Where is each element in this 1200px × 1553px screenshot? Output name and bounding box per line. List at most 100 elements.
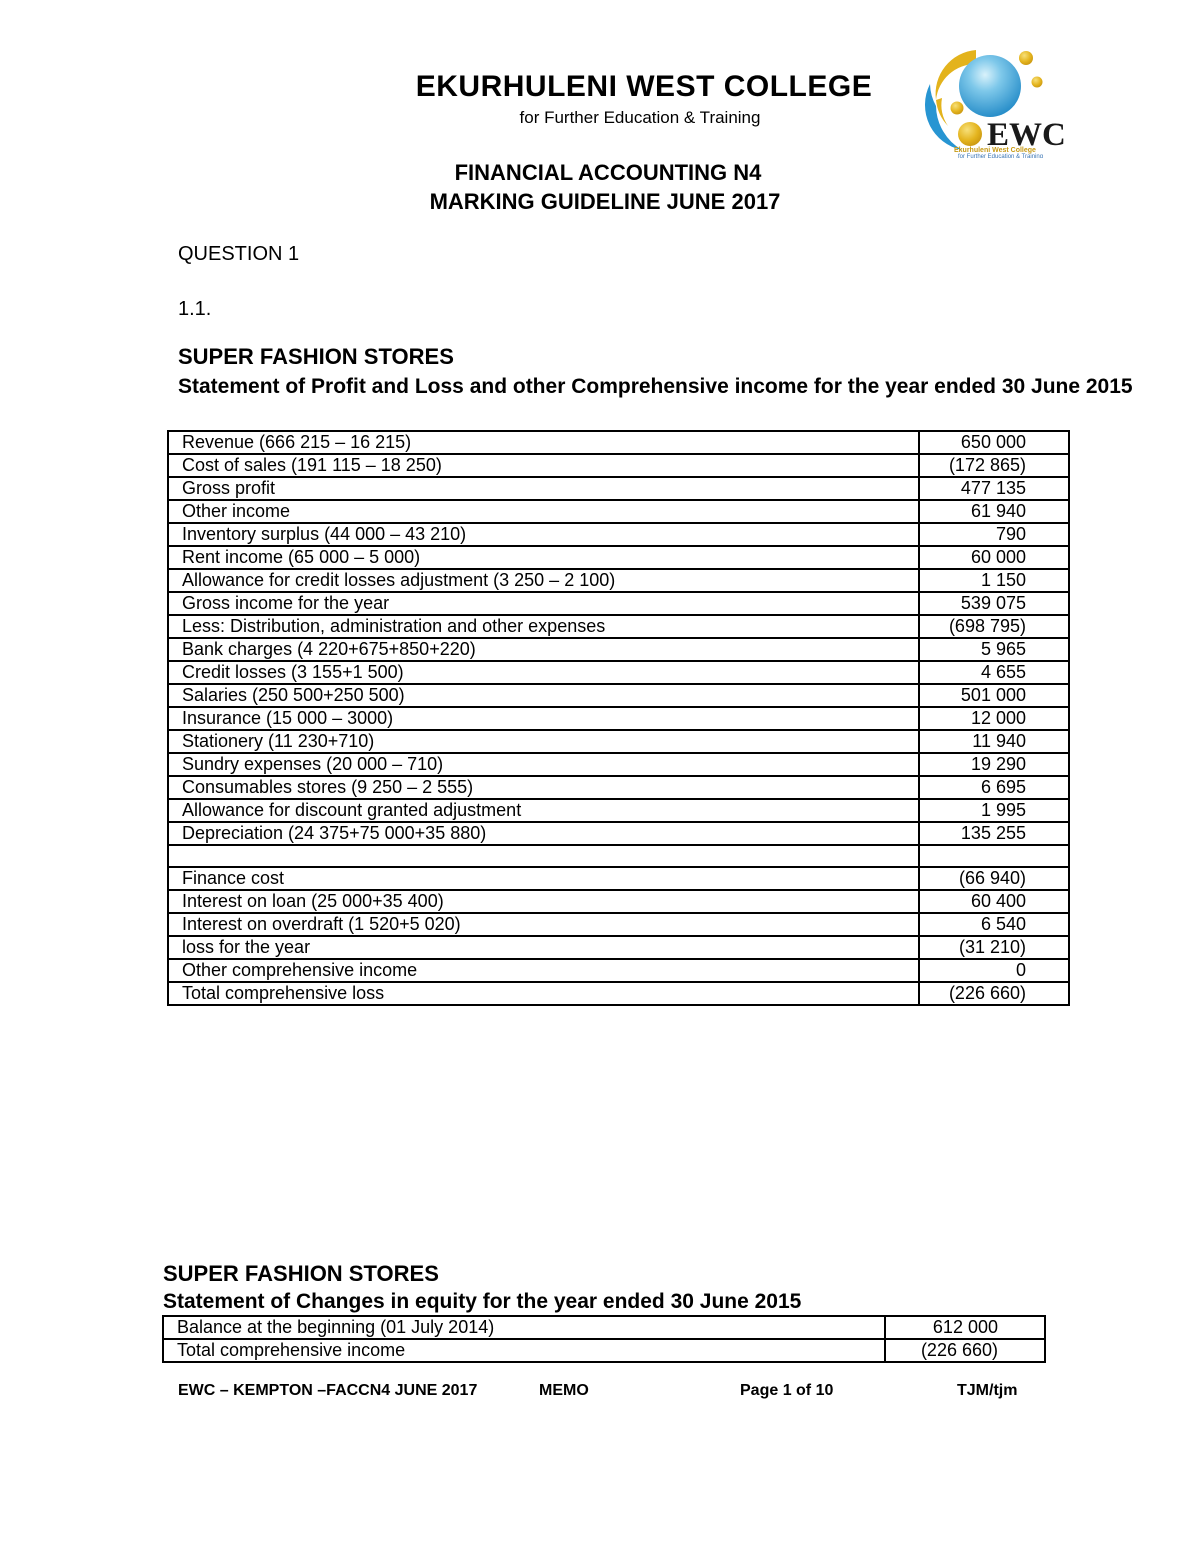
row-label: Total comprehensive loss (167, 980, 920, 1006)
row-label: Credit losses (3 155+1 500) (167, 660, 920, 685)
row-amount: 477 135 (918, 476, 1070, 501)
row-amount: (698 795) (918, 614, 1070, 639)
logo-blue-sphere (959, 55, 1021, 117)
table-row: Gross profit 477 135 (167, 476, 1070, 501)
table-row: Gross income for the year 539 075 (167, 591, 1070, 616)
row-label: loss for the year (167, 934, 920, 960)
statement1-title: Statement of Profit and Loss and other C… (178, 375, 1133, 398)
table-row: Less: Distribution, administration and o… (167, 614, 1070, 639)
row-label: Total comprehensive income (162, 1338, 886, 1363)
row-label: Rent income (65 000 – 5 000) (167, 545, 920, 570)
row-label: Allowance for credit losses adjustment (… (167, 568, 920, 593)
table-row: Cost of sales (191 115 – 18 250) (172 865… (167, 453, 1070, 478)
row-label: Insurance (15 000 – 3000) (167, 706, 920, 731)
table-row: Total comprehensive income (226 660) (162, 1338, 1046, 1363)
college-tagline: for Further Education & Training (519, 108, 761, 127)
row-amount: 501 000 (918, 683, 1070, 708)
row-label: Allowance for discount granted adjustmen… (167, 798, 920, 823)
logo-gold-swoosh (935, 50, 976, 100)
table-row: Insurance (15 000 – 3000) 12 000 (167, 706, 1070, 731)
table-row: Finance cost (66 940) (167, 865, 1070, 891)
footer-initials: TJM/tjm (957, 1382, 1018, 1399)
row-amount: 6 695 (918, 775, 1070, 800)
footer-memo-label: MEMO (539, 1382, 589, 1399)
row-label: Less: Distribution, administration and o… (167, 614, 920, 639)
row-label: Gross income for the year (167, 591, 920, 616)
statement2-company: SUPER FASHION STORES (163, 1261, 439, 1286)
statement2-title: Statement of Changes in equity for the y… (163, 1290, 802, 1313)
logo-gold-ball (958, 122, 982, 146)
row-label: Consumables stores (9 250 – 2 555) (167, 775, 920, 800)
row-amount: 60 400 (918, 888, 1070, 914)
table-row: Allowance for credit losses adjustment (… (167, 568, 1070, 593)
row-label: Gross profit (167, 476, 920, 501)
row-amount: 19 290 (918, 752, 1070, 777)
row-amount: (31 210) (918, 934, 1070, 960)
table-row: Allowance for discount granted adjustmen… (167, 798, 1070, 823)
row-label: Balance at the beginning (01 July 2014) (162, 1315, 886, 1340)
row-label: Depreciation (24 375+75 000+35 880) (167, 821, 920, 846)
row-amount: 612 000 (884, 1315, 1046, 1340)
row-amount: (66 940) (918, 865, 1070, 891)
table-row: Salaries (250 500+250 500) 501 000 (167, 683, 1070, 708)
row-amount: 6 540 (918, 911, 1070, 937)
college-logo: EWC Ekurhuleni West College for Further … (918, 46, 1073, 160)
table-row: Revenue (666 215 – 16 215) 650 000 (167, 430, 1070, 455)
table-row: Consumables stores (9 250 – 2 555) 6 695 (167, 775, 1070, 800)
row-amount (918, 844, 1070, 868)
row-amount: 60 000 (918, 545, 1070, 570)
table-row: Rent income (65 000 – 5 000) 60 000 (167, 545, 1070, 570)
row-label: Other comprehensive income (167, 957, 920, 983)
table-row: Depreciation (24 375+75 000+35 880) 135 2… (167, 821, 1070, 846)
row-label (167, 844, 920, 868)
footer-document-code: EWC – KEMPTON –FACCN4 JUNE 2017 (178, 1382, 478, 1399)
row-amount: 0 (918, 957, 1070, 983)
table-row: Inventory surplus (44 000 – 43 210) 790 (167, 522, 1070, 547)
row-amount: 135 255 (918, 821, 1070, 846)
table-row: Credit losses (3 155+1 500) 4 655 (167, 660, 1070, 685)
logo-blue-swoosh (924, 84, 962, 150)
row-amount: 790 (918, 522, 1070, 547)
row-amount: (172 865) (918, 453, 1070, 478)
statement2-table: Balance at the beginning (01 July 2014) 6… (162, 1315, 1046, 1363)
college-name: EKURHULENI WEST COLLEGE (415, 70, 873, 103)
table-row: Balance at the beginning (01 July 2014) 6… (162, 1315, 1046, 1340)
table-row: loss for the year (31 210) (167, 934, 1070, 960)
ewc-logo-graphic: EWC Ekurhuleni West College for Further … (924, 50, 1066, 160)
row-amount: 5 965 (918, 637, 1070, 662)
row-label: Interest on overdraft (1 520+5 020) (167, 911, 920, 937)
logo-acronym-text: EWC (987, 117, 1066, 153)
logo-gold-dot (1019, 51, 1033, 65)
row-label: Salaries (250 500+250 500) (167, 683, 920, 708)
table-row: Bank charges (4 220+675+850+220) 5 965 (167, 637, 1070, 662)
row-label: Inventory surplus (44 000 – 43 210) (167, 522, 920, 547)
logo-subtext-1: Ekurhuleni West College (954, 147, 1036, 154)
statement1-company: SUPER FASHION STORES (178, 344, 454, 369)
table-row: Total comprehensive loss (226 660) (167, 980, 1070, 1006)
question-number: 1.1. (178, 298, 212, 320)
doc-title-line2: MARKING GUIDELINE JUNE 2017 (429, 189, 781, 214)
logo-subtext-2: for Further Education & Training (958, 154, 1043, 158)
row-label: Interest on loan (25 000+35 400) (167, 888, 920, 914)
table-row: Stationery (11 230+710) 11 940 (167, 729, 1070, 754)
row-amount: 1 150 (918, 568, 1070, 593)
row-label: Stationery (11 230+710) (167, 729, 920, 754)
table-row: Interest on loan (25 000+35 400) 60 400 (167, 888, 1070, 914)
statement1-table: Revenue (666 215 – 16 215) 650 000 Cost of… (167, 430, 1070, 1006)
row-label: Other income (167, 499, 920, 524)
row-amount: (226 660) (884, 1338, 1046, 1363)
row-label: Sundry expenses (20 000 – 710) (167, 752, 920, 777)
table-row: Interest on overdraft (1 520+5 020) 6 540 (167, 911, 1070, 937)
footer-page-number: Page 1 of 10 (740, 1382, 834, 1399)
question-heading: QUESTION 1 (178, 243, 300, 265)
row-amount: 539 075 (918, 591, 1070, 616)
table-row: Other comprehensive income 0 (167, 957, 1070, 983)
table-row: Sundry expenses (20 000 – 710) 19 290 (167, 752, 1070, 777)
table-row: Other income 61 940 (167, 499, 1070, 524)
doc-title-line1: FINANCIAL ACCOUNTING N4 (454, 160, 762, 185)
row-amount: 4 655 (918, 660, 1070, 685)
row-amount: 11 940 (918, 729, 1070, 754)
row-amount: 650 000 (918, 430, 1070, 455)
row-label: Cost of sales (191 115 – 18 250) (167, 453, 920, 478)
